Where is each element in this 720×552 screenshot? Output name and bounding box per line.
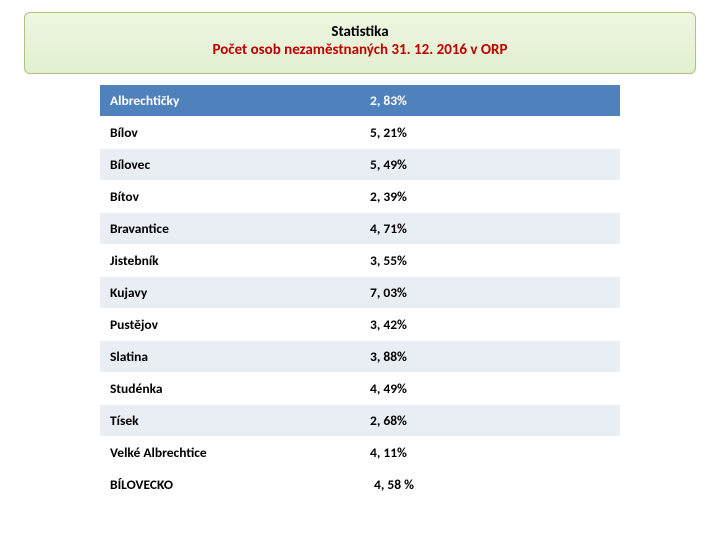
row-name: Kujavy bbox=[100, 277, 360, 309]
table-row: BÍLOVECKO4, 58 % bbox=[100, 469, 620, 501]
title-line-2: Počet osob nezaměstnaných 31. 12. 2016 v… bbox=[45, 41, 675, 59]
table-row: Kujavy7, 03% bbox=[100, 277, 620, 309]
row-name: Albrechtičky bbox=[100, 85, 360, 117]
table-row: Tísek2, 68% bbox=[100, 405, 620, 437]
table-row: Bílov5, 21% bbox=[100, 117, 620, 149]
row-name: Pustějov bbox=[100, 309, 360, 341]
table-row: Slatina3, 88% bbox=[100, 341, 620, 373]
row-name: Bílov bbox=[100, 117, 360, 149]
table-row: Jistebník3, 55% bbox=[100, 245, 620, 277]
row-value: 4, 11% bbox=[360, 437, 620, 469]
row-value: 3, 55% bbox=[360, 245, 620, 277]
row-name: Studénka bbox=[100, 373, 360, 405]
table-row: Velké Albrechtice4, 11% bbox=[100, 437, 620, 469]
row-value: 3, 88% bbox=[360, 341, 620, 373]
row-value: 7, 03% bbox=[360, 277, 620, 309]
row-name: Bítov bbox=[100, 181, 360, 213]
row-value: 4, 49% bbox=[360, 373, 620, 405]
row-value: 4, 58 % bbox=[360, 469, 620, 501]
row-name: Jistebník bbox=[100, 245, 360, 277]
row-name: Bravantice bbox=[100, 213, 360, 245]
table-row: Studénka4, 49% bbox=[100, 373, 620, 405]
table-row: Bílovec5, 49% bbox=[100, 149, 620, 181]
row-name: Bílovec bbox=[100, 149, 360, 181]
row-value: 2, 83% bbox=[360, 85, 620, 117]
row-value: 3, 42% bbox=[360, 309, 620, 341]
row-value: 5, 21% bbox=[360, 117, 620, 149]
stats-table: Albrechtičky2, 83%Bílov5, 21%Bílovec5, 4… bbox=[100, 84, 620, 501]
row-name: Velké Albrechtice bbox=[100, 437, 360, 469]
stats-table-container: Albrechtičky2, 83%Bílov5, 21%Bílovec5, 4… bbox=[100, 84, 620, 501]
row-value: 2, 68% bbox=[360, 405, 620, 437]
row-value: 5, 49% bbox=[360, 149, 620, 181]
row-value: 2, 39% bbox=[360, 181, 620, 213]
table-row: Bítov2, 39% bbox=[100, 181, 620, 213]
stats-table-body: Albrechtičky2, 83%Bílov5, 21%Bílovec5, 4… bbox=[100, 85, 620, 501]
table-row: Albrechtičky2, 83% bbox=[100, 85, 620, 117]
table-row: Bravantice4, 71% bbox=[100, 213, 620, 245]
table-row: Pustějov3, 42% bbox=[100, 309, 620, 341]
row-name: Slatina bbox=[100, 341, 360, 373]
title-line-1: Statistika bbox=[45, 23, 675, 41]
title-box: Statistika Počet osob nezaměstnaných 31.… bbox=[24, 12, 696, 74]
row-name: BÍLOVECKO bbox=[100, 469, 360, 501]
row-name: Tísek bbox=[100, 405, 360, 437]
row-value: 4, 71% bbox=[360, 213, 620, 245]
